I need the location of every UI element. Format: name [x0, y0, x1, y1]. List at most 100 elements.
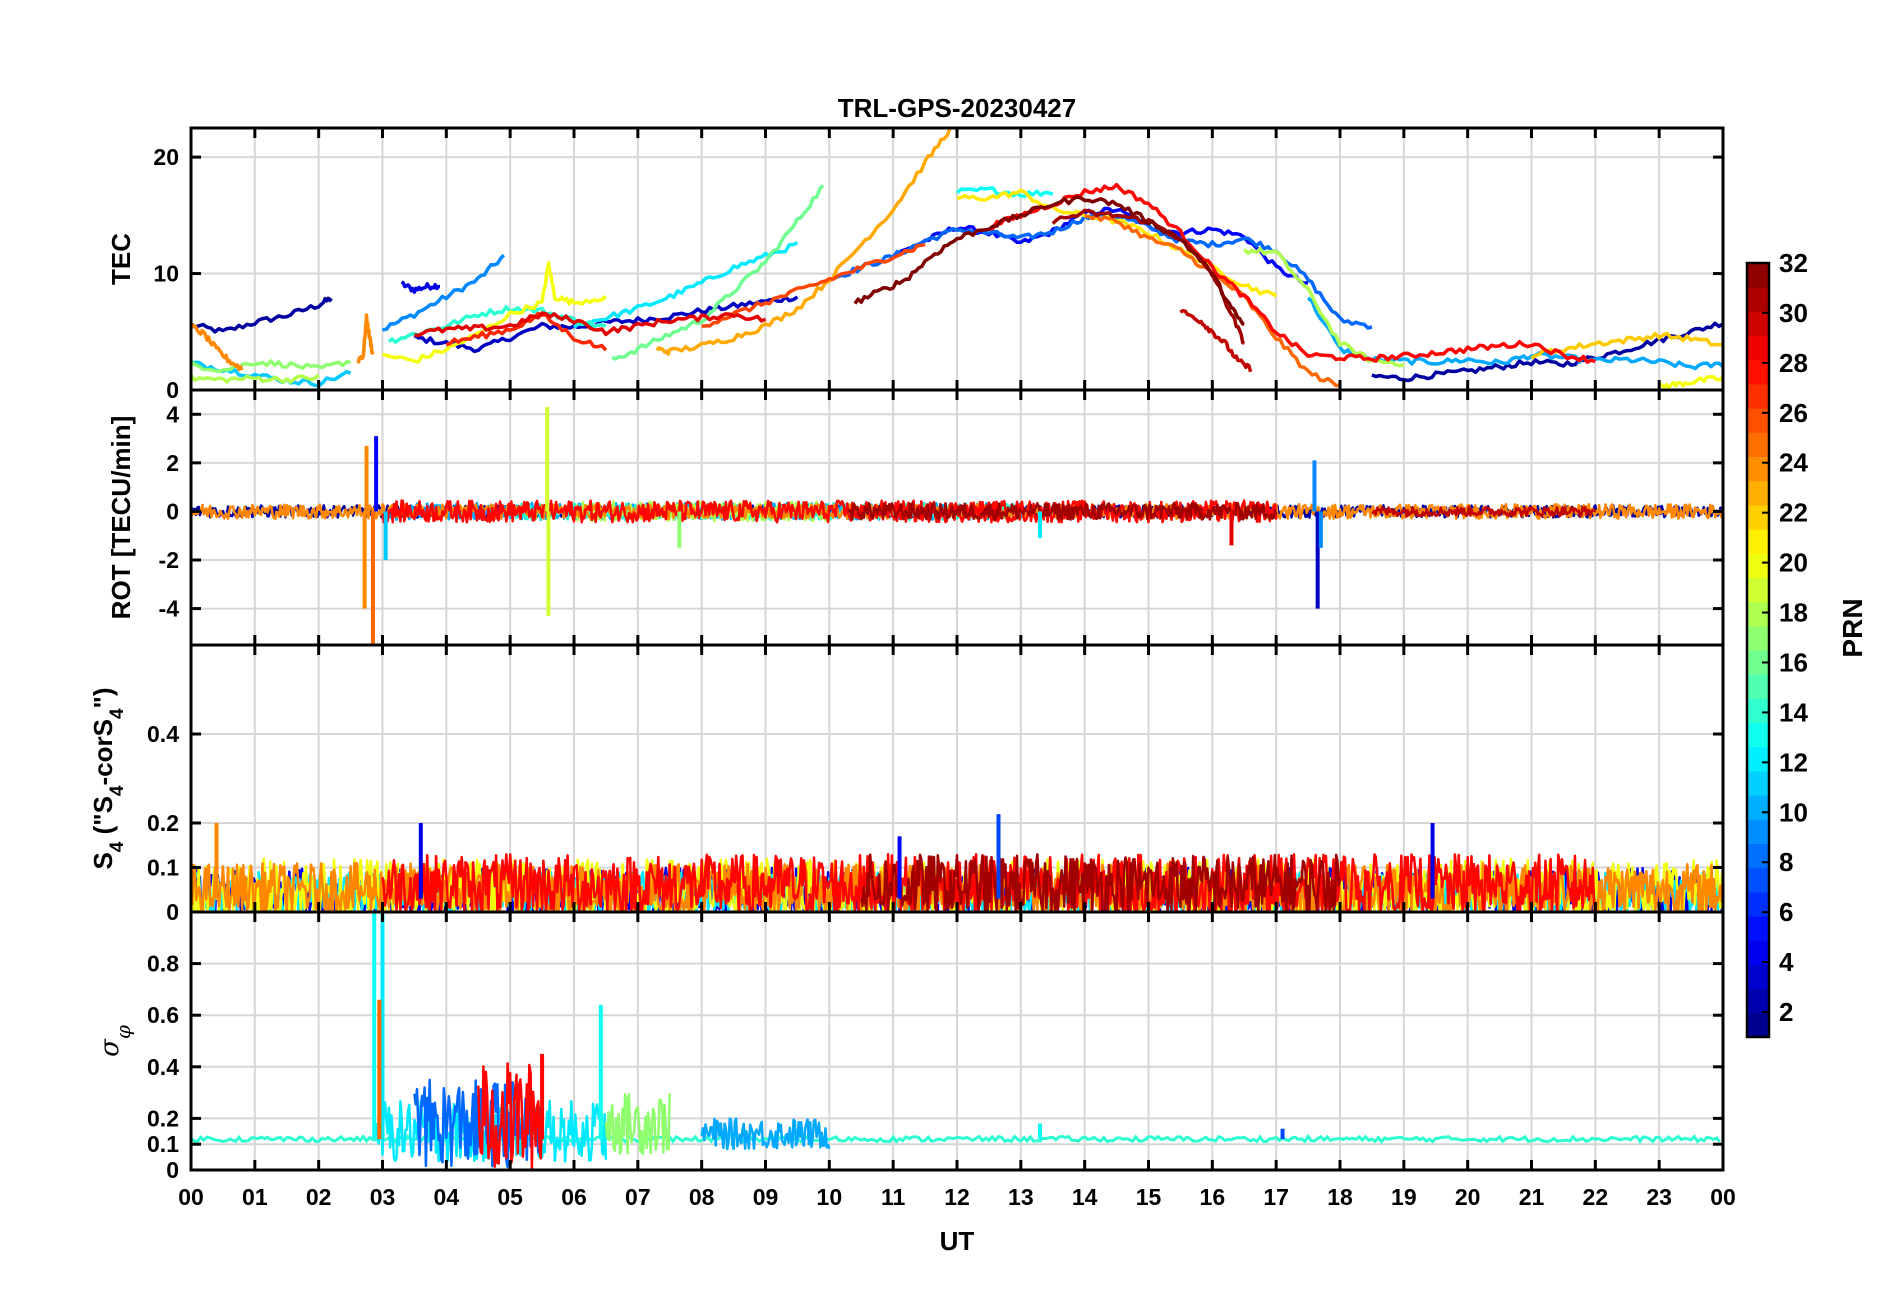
- x-tick-label: 21: [1519, 1184, 1545, 1210]
- x-tick-label: 22: [1583, 1184, 1609, 1210]
- colorbar-swatch: [1747, 263, 1769, 288]
- x-tick-labels: 00 01 02 03 04 05 06 07 08 09 10 11 12 13 14 15 16 17 18 19…: [178, 1184, 1736, 1210]
- x-tick-label: 05: [497, 1184, 523, 1210]
- colorbar-swatch: [1747, 335, 1769, 361]
- colorbar-tick-label: 28: [1779, 348, 1808, 378]
- series-line-prn-20: [381, 261, 608, 364]
- x-tick-label: 10: [817, 1184, 843, 1210]
- x-tick-label: 08: [689, 1184, 715, 1210]
- colorbar-swatch: [1747, 674, 1769, 699]
- series-line-prn-24: [191, 322, 244, 372]
- colorbar-tick-label: 8: [1779, 847, 1793, 877]
- series-line-prn-22: [1530, 331, 1723, 360]
- y-tick-label: 4: [166, 401, 179, 427]
- colorbar-frame: [1745, 261, 1771, 1039]
- series-line-prn-3: [413, 295, 799, 354]
- colorbar-tick-label: 2: [1779, 997, 1793, 1027]
- x-tick-label: 09: [753, 1184, 779, 1210]
- noise-trace-prn-28: [477, 1062, 544, 1170]
- series-line-prn-17: [191, 359, 351, 374]
- colorbar-swatch: [1747, 795, 1769, 820]
- series-line-prn-31: [1051, 208, 1246, 345]
- y-tick-label: 0: [166, 377, 179, 403]
- colorbar-tick-label: 10: [1779, 797, 1808, 827]
- y-tick-label: 0.8: [147, 951, 179, 977]
- series-line-prn-4: [400, 280, 441, 294]
- y-tick-label: 0.2: [147, 1105, 179, 1131]
- panel-rot: -4 -2 0 2 4 ROT [TECU/min]: [106, 388, 1725, 647]
- x-axis-label: UT: [940, 1226, 975, 1256]
- colorbar-swatch: [1747, 359, 1769, 385]
- panel-s4: 0 0.1 0.2 0.4 S4 ("S4-corS4"): [88, 643, 1725, 925]
- colorbar-swatch: [1747, 1012, 1769, 1038]
- y-axis-label-tec: TEC: [106, 233, 136, 285]
- y-tick-label: 0: [166, 899, 179, 925]
- colorbar-swatch: [1747, 553, 1769, 578]
- x-tick-label: 03: [370, 1184, 396, 1210]
- series-line-prn-18: [1243, 247, 1405, 368]
- colorbar-swatch: [1747, 722, 1769, 748]
- chart-title: TRL-GPS-20230427: [838, 93, 1076, 123]
- series-line-prn-9: [382, 253, 506, 332]
- colorbar-swatch: [1747, 529, 1769, 554]
- x-tick-label: 01: [242, 1184, 268, 1210]
- colorbar-swatch: [1747, 601, 1769, 627]
- colorbar-swatch: [1747, 843, 1769, 869]
- colorbar-swatch: [1747, 311, 1769, 337]
- y-tick-label: 2: [166, 450, 179, 476]
- colorbar-swatch: [1747, 287, 1769, 312]
- series-line-prn-32: [853, 195, 1245, 326]
- colorbar-swatch: [1747, 456, 1769, 482]
- colorbar-tick-label: 26: [1779, 398, 1808, 428]
- colorbar-swatch: [1747, 625, 1769, 651]
- series-line-prn-28: [988, 182, 1596, 364]
- colorbar-tick-label: 30: [1779, 298, 1808, 328]
- noise-trace-prn-28: [381, 499, 1278, 524]
- series-line-prn-24: [356, 313, 375, 364]
- colorbar-swatch: [1747, 650, 1769, 675]
- x-tick-label: 16: [1200, 1184, 1226, 1210]
- y-axis-label-sigma_phi: σφ: [95, 1025, 135, 1057]
- series-line-prn-20: [1658, 375, 1723, 390]
- series-line-prn-30: [1179, 308, 1253, 373]
- colorbar-tick-label: 16: [1779, 647, 1808, 677]
- x-tick-label: 00: [1710, 1184, 1736, 1210]
- x-tick-label: 00: [178, 1184, 204, 1210]
- colorbar-swatch: [1747, 432, 1769, 457]
- panel-data: [191, 912, 1721, 1170]
- colorbar-swatch: [1747, 770, 1769, 796]
- colorbar-swatch: [1747, 383, 1769, 409]
- colorbar-swatch: [1747, 940, 1769, 965]
- x-tick-label: 20: [1455, 1184, 1481, 1210]
- series-line-prn-2: [191, 296, 333, 334]
- x-tick-label: 23: [1646, 1184, 1672, 1210]
- x-tick-label: 02: [306, 1184, 332, 1210]
- y-tick-label: -4: [159, 596, 180, 622]
- y-tick-label: 0: [166, 1157, 179, 1183]
- series-line-prn-16: [611, 184, 825, 361]
- panel-sigma_phi: 00.10.2 0.4 0.6 0.8 σφ: [95, 910, 1725, 1183]
- y-tick-label: 0.4: [147, 721, 179, 747]
- y-tick-label: 0.1: [147, 1131, 179, 1157]
- colorbar-swatch: [1747, 819, 1769, 844]
- series-line-prn-2: [1371, 321, 1723, 383]
- noise-trace-prn-10: [700, 1117, 831, 1151]
- y-tick-label: 0.2: [147, 810, 179, 836]
- colorbar-swatch: [1747, 577, 1769, 603]
- noise-trace-prn-30: [1371, 505, 1597, 518]
- x-tick-label: 18: [1327, 1184, 1353, 1210]
- y-tick-label: 0.4: [147, 1054, 179, 1080]
- colorbar-swatch: [1747, 964, 1769, 990]
- colorbar-swatch: [1747, 698, 1769, 724]
- colorbar-swatch: [1747, 746, 1769, 772]
- x-tick-label: 14: [1072, 1184, 1098, 1210]
- y-tick-label: 0: [166, 498, 179, 524]
- colorbar-tick-label: 4: [1779, 947, 1794, 977]
- series-line-prn-26: [701, 242, 926, 328]
- x-tick-label: 17: [1263, 1184, 1289, 1210]
- y-tick-label: 0.1: [147, 855, 179, 881]
